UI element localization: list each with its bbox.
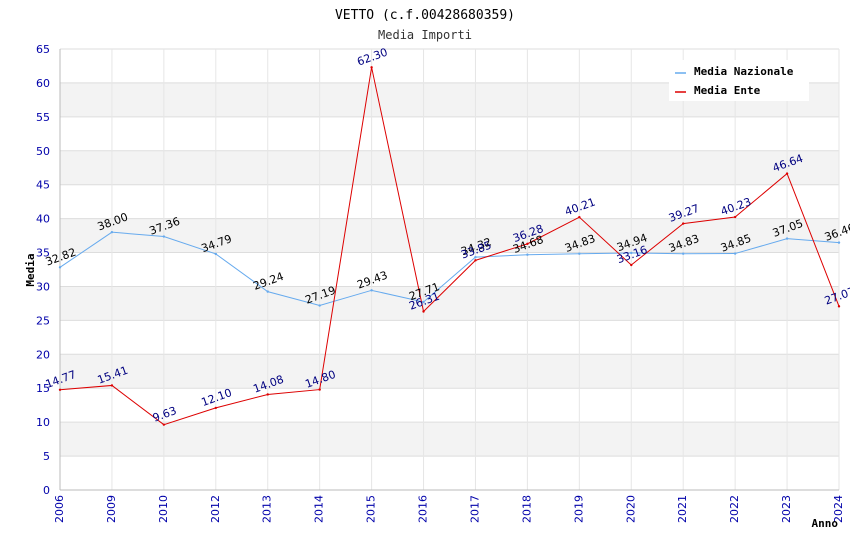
- x-tick-label: 2016: [417, 495, 430, 523]
- y-tick-label: 20: [36, 348, 50, 361]
- data-point: [785, 237, 789, 240]
- x-axis-label: Anno: [812, 517, 839, 530]
- data-point: [578, 252, 581, 255]
- y-tick-label: 65: [36, 43, 50, 56]
- x-tick-label: 2012: [209, 495, 222, 523]
- data-point: [837, 305, 841, 308]
- x-axis-ticks: 2006 2009 2010 2012 2013 2014 2015 2016 2017 2018…: [53, 495, 845, 523]
- chart-subtitle: Media Importi: [378, 28, 472, 42]
- data-point: [162, 423, 166, 426]
- data-point: [370, 66, 373, 69]
- y-tick-label: 35: [36, 247, 50, 260]
- data-point: [110, 384, 114, 387]
- y-tick-label: 45: [36, 179, 50, 192]
- data-point: [785, 172, 789, 175]
- data-point: [58, 388, 62, 391]
- x-tick-label: 2015: [365, 495, 378, 523]
- grid-band: [60, 286, 839, 321]
- data-point: [630, 251, 633, 255]
- y-tick-label: 50: [36, 145, 50, 158]
- x-tick-label: 2021: [676, 495, 689, 523]
- data-point: [162, 235, 166, 238]
- y-axis-ticks: 0 5 10 15 20 25 30 35 40 45 50 55 60 65: [36, 43, 50, 497]
- y-tick-label: 10: [36, 416, 50, 429]
- x-tick-label: 2006: [53, 495, 66, 523]
- data-point: [526, 242, 529, 246]
- x-tick-label: 2022: [728, 495, 741, 523]
- legend: Media Nazionale Media Ente: [669, 60, 809, 101]
- data-label: 40.23: [719, 195, 753, 218]
- data-point: [214, 406, 217, 410]
- grid-band: [60, 354, 839, 389]
- data-point: [266, 290, 269, 293]
- data-point: [58, 266, 62, 269]
- x-tick-label: 2020: [624, 495, 637, 523]
- x-tick-label: 2024: [832, 495, 845, 523]
- legend-label-media-ente: Media Ente: [694, 84, 761, 97]
- data-point: [110, 230, 114, 234]
- y-tick-label: 0: [43, 484, 50, 497]
- data-point: [682, 222, 685, 225]
- series-line-media-nazionale: [59, 231, 840, 307]
- data-point: [266, 393, 269, 396]
- y-axis-label: Media: [24, 253, 37, 286]
- data-point: [474, 255, 477, 259]
- data-point: [422, 300, 425, 304]
- grid-band: [60, 422, 839, 457]
- data-point: [370, 289, 373, 292]
- y-tick-label: 55: [36, 111, 50, 124]
- x-tick-label: 2009: [105, 495, 118, 523]
- data-point: [578, 215, 581, 219]
- chart-title: VETTO (c.f.00428680359): [335, 8, 515, 23]
- data-point: [214, 252, 217, 256]
- legend-label-media-nazionale: Media Nazionale: [694, 65, 794, 78]
- data-point: [630, 263, 633, 267]
- data-point: [526, 253, 529, 256]
- x-tick-label: 2013: [261, 495, 274, 523]
- grid: [59, 48, 840, 491]
- x-tick-label: 2018: [520, 495, 533, 523]
- grid-band: [60, 150, 839, 185]
- x-tick-label: 2010: [157, 495, 170, 523]
- series-line-media-ente: [59, 67, 840, 426]
- y-tick-label: 30: [36, 280, 50, 293]
- y-tick-label: 5: [43, 450, 50, 463]
- x-tick-label: 2014: [313, 495, 326, 523]
- data-point: [682, 252, 685, 255]
- grid-band: [60, 218, 839, 253]
- data-point: [318, 304, 321, 307]
- x-tick-label: 2017: [468, 495, 481, 523]
- series-lines: [58, 66, 841, 426]
- y-tick-label: 60: [36, 77, 50, 90]
- y-tick-label: 15: [36, 382, 50, 395]
- legend-box: [669, 60, 809, 101]
- y-tick-label: 40: [36, 213, 50, 226]
- data-point: [474, 259, 477, 262]
- data-label: 40.21: [563, 195, 597, 218]
- data-point: [733, 215, 737, 219]
- data-label: 12.10: [200, 386, 234, 409]
- data-point: [318, 388, 321, 391]
- x-tick-label: 2023: [780, 495, 793, 523]
- data-point: [733, 252, 737, 255]
- x-tick-label: 2019: [572, 495, 585, 523]
- data-point: [837, 241, 841, 244]
- y-tick-label: 25: [36, 314, 50, 327]
- data-point: [422, 310, 425, 313]
